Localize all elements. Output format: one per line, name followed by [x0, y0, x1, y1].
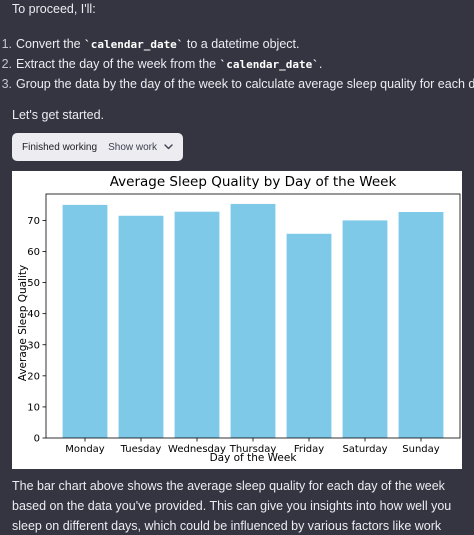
- list-item: 3. Group the data by the day of the week …: [0, 74, 474, 94]
- y-tick-label: 0: [34, 434, 40, 445]
- bar-monday: [62, 204, 108, 438]
- y-axis-label: Average Sleep Quality: [17, 265, 29, 381]
- y-tick-label: 70: [27, 216, 40, 227]
- x-tick-label: Monday: [65, 444, 105, 455]
- steps-list: 1. Convert the `calendar_date` to a datet…: [0, 34, 474, 94]
- show-work-button[interactable]: Show work: [108, 142, 173, 153]
- x-tick-label: Tuesday: [120, 444, 162, 455]
- x-tick-group: Monday Tuesday Wednesday Thursday Friday Satu…: [65, 438, 440, 455]
- show-work-label: Show work: [108, 141, 157, 153]
- status-label: Finished working: [22, 141, 98, 153]
- chart-canvas: Average Sleep Quality by Day of the Week…: [17, 174, 461, 464]
- x-axis-label: Day of the Week: [210, 452, 298, 464]
- inline-code: `calendar_date`: [84, 38, 184, 51]
- step-number: 1.: [1, 37, 12, 51]
- bar-saturday: [342, 220, 388, 438]
- code-status-bar: Finished working Show work: [12, 133, 183, 161]
- y-tick-label: 40: [27, 309, 40, 320]
- bar-wednesday: [174, 211, 220, 438]
- step-text: Convert the: [16, 37, 85, 51]
- bar-friday: [286, 233, 332, 438]
- bar-sunday: [398, 212, 444, 438]
- x-tick-label: Wednesday: [168, 444, 226, 455]
- x-tick-label: Saturday: [342, 444, 387, 455]
- step-text: Group the data by the day of the week to…: [16, 77, 474, 91]
- y-tick-label: 20: [27, 371, 40, 382]
- bar-group: [62, 203, 444, 438]
- chevron-down-icon: [164, 144, 173, 150]
- y-tick-label: 50: [27, 278, 40, 289]
- y-tick-label: 60: [27, 247, 40, 258]
- bar-tuesday: [118, 215, 164, 438]
- list-item: 1. Convert the `calendar_date` to a datet…: [0, 34, 474, 54]
- x-tick-label: Friday: [294, 444, 324, 455]
- x-tick-label: Thursday: [229, 444, 277, 455]
- chart-title: Average Sleep Quality by Day of the Week: [110, 174, 397, 190]
- x-tick-label: Sunday: [402, 444, 439, 455]
- y-tick-label: 10: [27, 402, 40, 413]
- step-text: .: [318, 57, 323, 71]
- inline-code: `calendar_date`: [219, 58, 319, 71]
- list-item: 2. Extract the day of the week from the `…: [0, 54, 474, 74]
- y-tick-group: 0 10 20 30 40 50 60 70: [27, 216, 46, 445]
- lets-get-started-text: Let's get started.: [12, 108, 105, 122]
- bar-thursday: [230, 203, 276, 438]
- y-tick-label: 30: [27, 340, 40, 351]
- bar-chart: Average Sleep Quality by Day of the Week…: [12, 171, 462, 469]
- plot-frame: [45, 193, 461, 439]
- step-text: Extract the day of the week from the: [16, 57, 220, 71]
- step-text: to a datetime object.: [183, 37, 300, 51]
- intro-text: To proceed, I'll:: [12, 2, 96, 16]
- step-number: 2.: [1, 57, 12, 71]
- summary-text: The bar chart above shows the average sl…: [12, 479, 452, 533]
- step-number: 3.: [1, 77, 12, 91]
